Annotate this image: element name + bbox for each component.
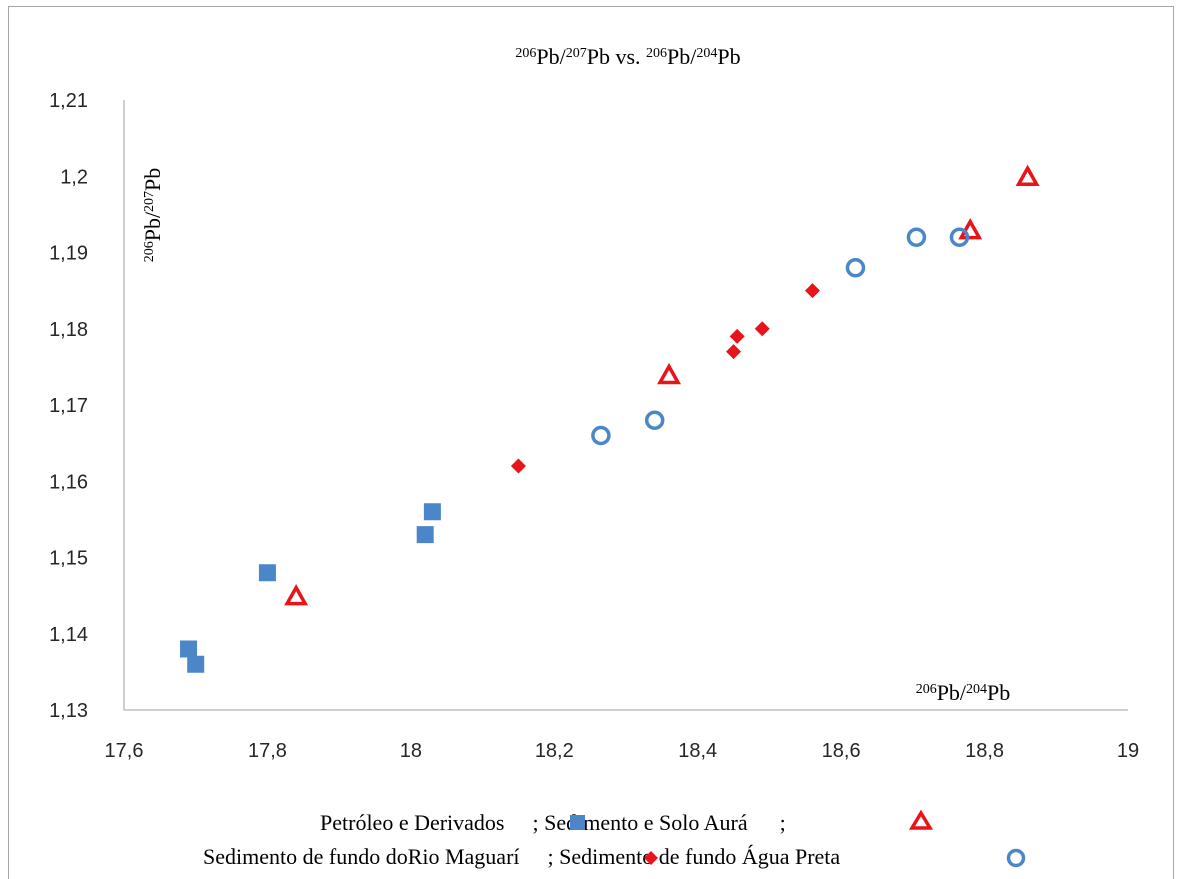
- y-tick-label: 1,17: [49, 395, 88, 417]
- chart-frame: [8, 6, 1174, 879]
- data-point: [845, 258, 866, 278]
- data-point: [180, 640, 198, 658]
- x-tick-label: 18,8: [965, 740, 1004, 762]
- data-point: [804, 283, 820, 299]
- legend-line-1: Petróleo e Derivados ; Sedimento e Solo A…: [320, 810, 786, 835]
- data-point: [284, 584, 309, 606]
- y-tick-label: 1,19: [49, 243, 88, 265]
- x-tick-label: 17,6: [105, 740, 144, 762]
- y-tick-label: 1,15: [49, 548, 88, 570]
- legend: Petróleo e Derivados ; Sedimento e Solo A…: [203, 809, 1026, 869]
- data-point: [187, 655, 205, 673]
- data-point: [958, 218, 983, 240]
- legend-label-agua-preta: ; Sedimento de fundo Água Preta: [548, 844, 841, 869]
- y-tick-label: 1,18: [49, 319, 88, 341]
- data-point: [729, 328, 745, 344]
- x-tick-label: 18,4: [678, 740, 717, 762]
- legend-line-2: Sedimento de fundo doRio Maguarí ; Sedime…: [203, 844, 840, 869]
- legend-label-maguari: Sedimento de fundo doRio Maguarí: [203, 844, 520, 869]
- x-tick-labels: 17,6 17,8 18 18,2 18,4 18,6 18,8 19: [105, 740, 1140, 762]
- data-point: [510, 458, 526, 474]
- legend-marker-diamond: [644, 851, 658, 865]
- data-point: [949, 227, 970, 247]
- legend-marker-circle: [1006, 848, 1026, 868]
- legend-label-aura: ; Sedimento e Solo Aurá: [533, 810, 748, 835]
- x-tick-label: 19: [1117, 740, 1139, 762]
- data-point: [906, 227, 927, 247]
- data-point: [258, 564, 276, 582]
- data-point: [644, 410, 665, 430]
- legend-marker-square: [570, 815, 585, 830]
- data-point: [657, 362, 682, 385]
- data-point: [416, 526, 434, 544]
- x-tick-label: 18,6: [822, 740, 861, 762]
- x-tick-label: 18,2: [535, 740, 574, 762]
- legend-label-petroleo: Petróleo e Derivados: [320, 810, 505, 835]
- x-tick-label: 17,8: [248, 740, 287, 762]
- y-tick-labels: 1,13 1,14 1,15 1,16 1,17 1,18 1,19 1,2 1,21: [49, 90, 88, 722]
- y-tick-label: 1,13: [49, 700, 88, 722]
- data-point: [591, 425, 611, 446]
- data-points: [180, 164, 1040, 673]
- legend-marker-triangle: [908, 809, 934, 830]
- x-axis-label: 206Pb/204Pb: [916, 680, 1011, 705]
- chart-title: 206Pb/207Pb vs. 206Pb/204Pb: [515, 44, 740, 69]
- y-tick-label: 1,21: [49, 90, 88, 112]
- data-point: [1015, 164, 1040, 186]
- data-point: [423, 503, 441, 521]
- y-tick-label: 1,16: [49, 471, 88, 493]
- y-tick-label: 1,2: [60, 166, 88, 188]
- x-tick-label: 18: [400, 740, 422, 762]
- data-point: [726, 344, 742, 360]
- y-tick-label: 1,14: [49, 624, 88, 646]
- data-point: [754, 321, 770, 337]
- y-axis-label: 206Pb/207Pb: [140, 168, 165, 263]
